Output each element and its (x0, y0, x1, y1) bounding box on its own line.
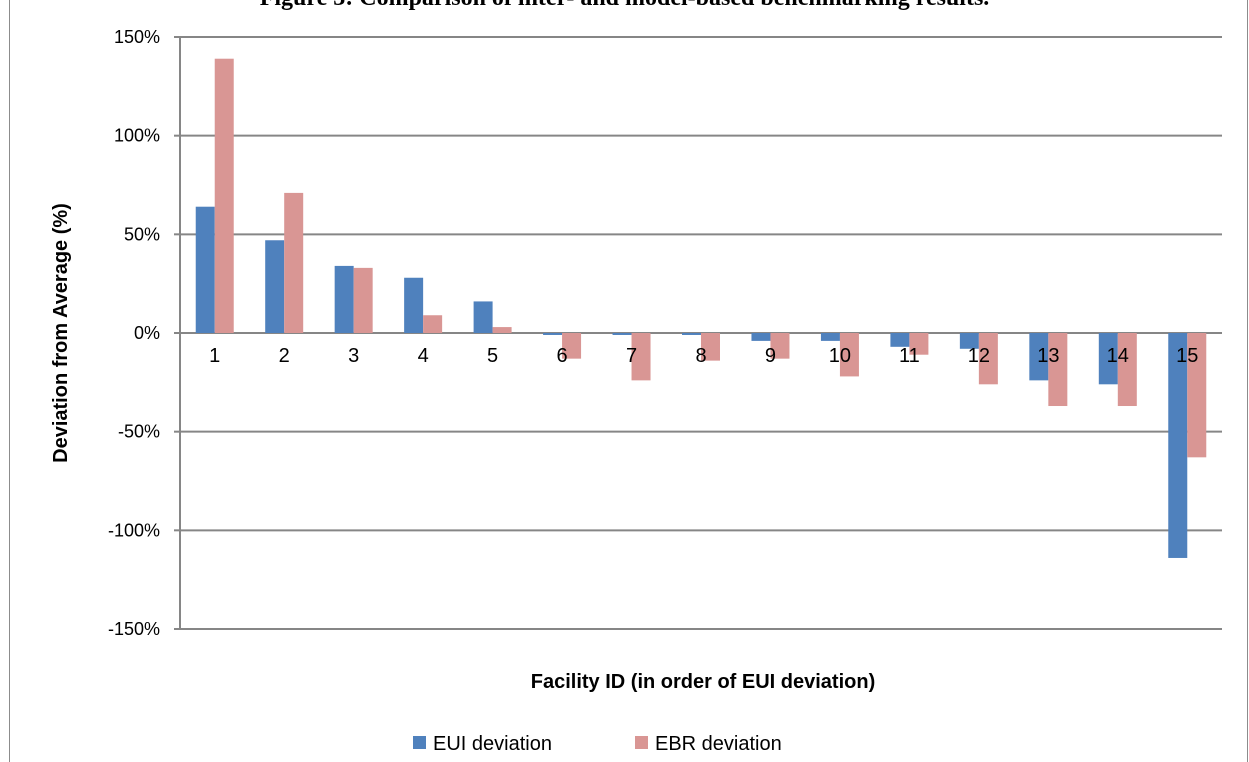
bars (195, 58, 1207, 558)
y-tick-label: -150% (108, 619, 160, 639)
category-label: 12 (968, 345, 990, 367)
bar-eui-deviation (820, 333, 840, 341)
bar-eui-deviation (890, 333, 910, 347)
y-tick-label: 0% (134, 323, 160, 343)
category-label: 1 (209, 345, 220, 367)
category-label: 11 (899, 345, 920, 367)
bar-eui-deviation (473, 301, 493, 333)
category-label: 9 (765, 345, 776, 367)
bar-ebr-deviation (770, 333, 790, 359)
category-label: 10 (829, 345, 851, 367)
category-label: 13 (1037, 345, 1059, 367)
y-tick-label: -50% (118, 422, 160, 442)
frame-right-border (1247, 0, 1248, 762)
category-label: 4 (418, 345, 429, 367)
bar-ebr-deviation (1048, 333, 1068, 407)
bar-ebr-deviation (1117, 333, 1137, 407)
y-axis-title: Deviation from Average (%) (50, 203, 72, 463)
category-label: 3 (348, 345, 359, 367)
bar-ebr-deviation (214, 58, 234, 333)
y-tick-label: -100% (108, 520, 160, 540)
gridlines (174, 36, 1222, 630)
bar-ebr-deviation (353, 267, 373, 333)
bar-ebr-deviation (631, 333, 651, 381)
bar-eui-deviation (195, 206, 215, 333)
bar-eui-deviation (682, 333, 701, 335)
bar-eui-deviation (751, 333, 771, 341)
bar-eui-deviation (543, 333, 563, 335)
category-labels: 1 2 3 4 5 6 7 8 9 10 11 12 13 14 15 (209, 345, 1198, 367)
bar-eui-deviation (1168, 333, 1188, 558)
category-label: 15 (1176, 345, 1198, 367)
bar-ebr-deviation (909, 333, 929, 355)
y-tick-label: 100% (114, 126, 160, 146)
y-tick-label: 150% (114, 27, 160, 47)
legend-swatch-ebr (635, 736, 648, 749)
bar-ebr-deviation (284, 192, 304, 333)
y-axis-ticks: 150% 100% 50% 0% -50% -100% -150% (108, 27, 160, 639)
category-label: 2 (279, 345, 290, 367)
x-axis-title: Facility ID (in order of EUI deviation) (531, 671, 875, 693)
bar-eui-deviation (1029, 333, 1049, 381)
legend-label-eui: EUI deviation (433, 733, 552, 755)
category-label: 14 (1107, 345, 1129, 367)
bar-eui-deviation (959, 333, 979, 349)
y-tick-label: 50% (124, 224, 160, 244)
bar-eui-deviation (334, 265, 354, 333)
bar-ebr-deviation (978, 333, 998, 385)
bar-ebr-deviation (492, 327, 512, 333)
legend-swatch-eui (413, 736, 426, 749)
category-label: 6 (557, 345, 568, 367)
category-label: 7 (626, 345, 637, 367)
bar-ebr-deviation (1187, 333, 1207, 458)
legend: EUI deviation EBR deviation (413, 733, 782, 755)
category-label: 5 (487, 345, 498, 367)
bar-ebr-deviation (839, 333, 859, 377)
frame-left-border (9, 0, 10, 762)
bar-eui-deviation (612, 333, 632, 335)
bar-eui-deviation (1098, 333, 1118, 385)
bar-ebr-deviation (562, 333, 582, 359)
category-label: 8 (695, 345, 706, 367)
bar-eui-deviation (265, 240, 285, 333)
legend-label-ebr: EBR deviation (655, 733, 782, 755)
bar-ebr-deviation (701, 333, 720, 361)
bar-eui-deviation (404, 277, 424, 333)
bar-ebr-deviation (423, 315, 443, 333)
figure-caption: Figure 3: Comparison of inter- and model… (0, 0, 1249, 14)
